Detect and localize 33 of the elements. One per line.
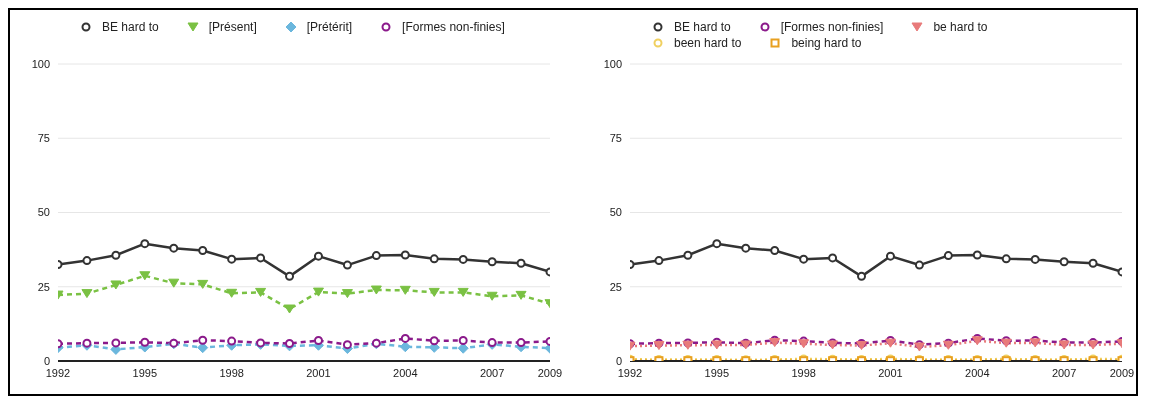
y-tick-label: 50 xyxy=(37,206,50,219)
legend-label: BE hard to xyxy=(102,20,159,34)
y-tick-label: 75 xyxy=(37,132,50,145)
legend-label: [Prétérit] xyxy=(306,20,353,34)
legend-label: be hard to xyxy=(933,20,988,34)
x-tick-label: 1998 xyxy=(791,366,816,379)
y-tick-label: 25 xyxy=(37,280,50,293)
x-tick-label: 1995 xyxy=(132,366,158,379)
x-tick-label: 2001 xyxy=(878,366,903,379)
y-tick-label: 25 xyxy=(609,280,622,293)
y-tick-label: 75 xyxy=(609,132,622,145)
x-tick-label: 1995 xyxy=(704,366,730,379)
x-tick-label: 2009 xyxy=(1109,366,1135,379)
x-tick-label: 2007 xyxy=(479,366,505,379)
x-tick-label: 2007 xyxy=(1051,366,1077,379)
y-tick-label: 0 xyxy=(615,354,622,367)
x-tick-label: 2009 xyxy=(537,366,563,379)
legend-label: [Présent] xyxy=(208,20,257,34)
x-tick-label: 2004 xyxy=(393,366,418,379)
legend-label: [Formes non-finies] xyxy=(402,20,505,34)
y-tick-label: 100 xyxy=(603,57,622,70)
x-tick-label: 2004 xyxy=(965,366,990,379)
y-tick-label: 50 xyxy=(609,206,622,219)
y-tick-label: 0 xyxy=(43,354,50,367)
legend-label: been hard to xyxy=(674,36,742,50)
legend-label: BE hard to xyxy=(674,20,731,34)
x-tick-label: 1992 xyxy=(617,366,643,379)
x-tick-label: 1992 xyxy=(45,366,71,379)
y-tick-label: 100 xyxy=(31,57,50,70)
x-tick-label: 1998 xyxy=(219,366,244,379)
x-tick-label: 2001 xyxy=(306,366,331,379)
legend-label: [Formes non-finies] xyxy=(780,20,884,34)
legend-label: being hard to xyxy=(791,36,862,50)
